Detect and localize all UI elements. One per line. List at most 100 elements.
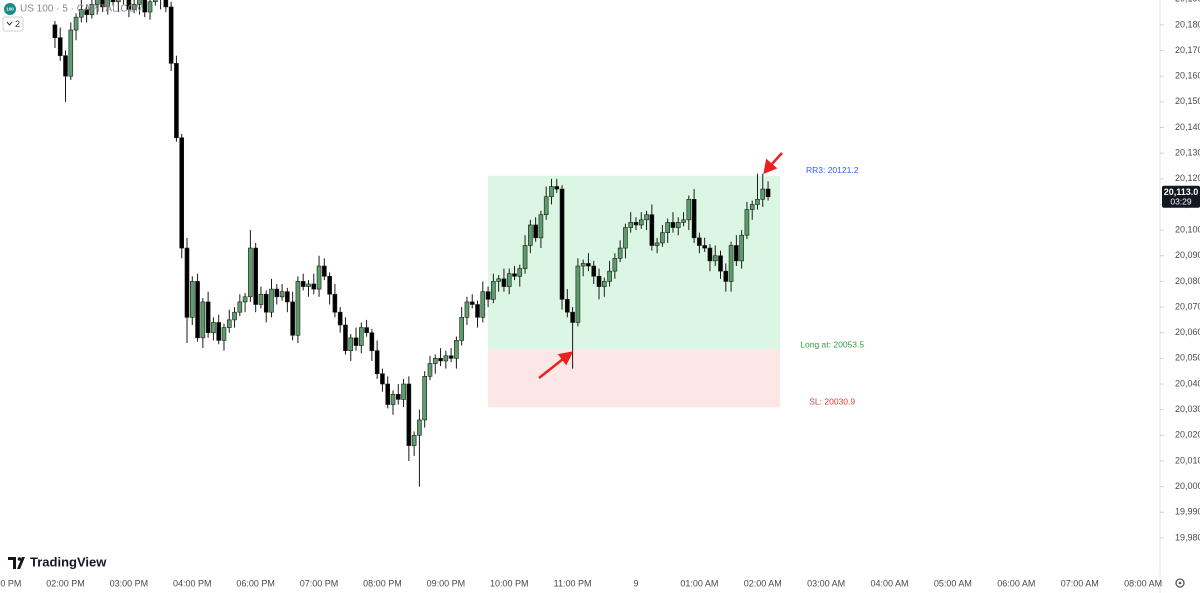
candle-body [517, 268, 523, 277]
x-tick-label: 05:00 AM [934, 578, 972, 588]
x-tick-label: 11:00 PM [554, 578, 592, 588]
x-tick-label: 08:00 PM [363, 578, 402, 588]
candle-body [57, 37, 63, 56]
candle-body [702, 245, 707, 249]
candle-body [475, 304, 480, 318]
candle-body [570, 311, 575, 323]
candle-body [184, 247, 190, 318]
candle-body [480, 291, 486, 318]
y-tick-label: 20,120.0 [1175, 173, 1200, 183]
candle-body [253, 247, 258, 305]
candle-body [295, 281, 301, 336]
y-tick-label: 20,100.0 [1175, 224, 1200, 234]
candle-body [263, 293, 269, 313]
y-tick-label: 20,180.0 [1175, 19, 1200, 29]
candle-body [501, 278, 507, 287]
symbol-icon [4, 3, 16, 15]
candle-body [285, 291, 290, 303]
candle-body [343, 324, 348, 351]
candle-body [565, 299, 570, 313]
candle-body [512, 273, 517, 277]
last-price-badge [1162, 185, 1200, 208]
candle-body [496, 278, 501, 282]
y-tick-label: 19,980.0 [1175, 532, 1200, 542]
stop-label: SL: 20030.9 [809, 397, 855, 407]
candle-body [469, 301, 475, 305]
candle-body [153, 0, 158, 3]
entry-label: Long at: 20053.5 [800, 340, 864, 350]
candle-body [596, 275, 602, 287]
brand-dot [17, 557, 22, 561]
candle-body [390, 393, 396, 405]
x-tick-label: 03:00 PM [110, 578, 149, 588]
candle-body [258, 293, 264, 305]
candle-body [189, 281, 195, 318]
candle-body [760, 188, 766, 200]
candle-body [765, 188, 771, 198]
y-tick-label: 20,140.0 [1175, 122, 1200, 132]
candle-body [432, 358, 438, 364]
candle-body [84, 9, 89, 15]
annotation-arrows [538, 152, 783, 379]
candle-body [211, 322, 216, 334]
candle-body [395, 393, 401, 400]
candle-body [591, 265, 597, 277]
candle-body [586, 263, 591, 267]
candle-body [348, 337, 354, 351]
x-tick-label: 07:00 AM [1061, 578, 1099, 588]
candle-body [712, 255, 718, 262]
y-tick-label: 20,190.0 [1175, 0, 1200, 4]
candle-body [374, 350, 380, 375]
candle-body [422, 376, 427, 421]
candle-body [580, 263, 586, 267]
candle-body [601, 281, 607, 287]
candle-body [491, 281, 496, 300]
x-tick-label: 09:00 PM [427, 578, 466, 588]
candle-body [226, 319, 232, 328]
candle-body [406, 383, 412, 446]
candle-body [691, 199, 697, 239]
candle-body [105, 0, 111, 8]
candle-body [68, 29, 74, 77]
arrow-head [557, 351, 574, 366]
y-tick-label: 20,160.0 [1175, 71, 1200, 81]
candle-body [364, 327, 369, 334]
y-tick-label: 20,010.0 [1175, 455, 1200, 465]
candle-body [174, 63, 179, 139]
candle-body [464, 301, 470, 318]
candle-body [126, 0, 132, 10]
candle-body [137, 0, 142, 5]
y-tick-label: 20,070.0 [1175, 301, 1200, 311]
settings-icon[interactable] [1175, 578, 1185, 588]
candle-body [179, 137, 185, 249]
candle-body [168, 6, 174, 64]
candle-body [147, 1, 153, 13]
y-tick-label: 20,060.0 [1175, 327, 1200, 337]
candle-body [734, 245, 739, 262]
candle-body [63, 55, 68, 77]
indicator-toggle[interactable] [2, 16, 24, 32]
candle-body [728, 245, 734, 282]
x-tick-label: 06:00 PM [236, 578, 275, 588]
candle-body [279, 291, 285, 298]
candle-body [485, 291, 491, 300]
candle-body [337, 311, 343, 326]
candle-body [369, 332, 375, 351]
candle-body [533, 224, 538, 239]
candle-body [670, 222, 676, 228]
candle-body [94, 0, 100, 5]
x-tick-label: 02:00 PM [46, 578, 85, 588]
settings-icon-center [1178, 581, 1182, 585]
candle-body [195, 281, 200, 339]
candle-body [538, 214, 544, 239]
candle-body [248, 247, 253, 298]
arrow-shaft [538, 358, 564, 379]
candle-body [755, 199, 760, 205]
y-tick-label: 19,990.0 [1175, 507, 1200, 517]
candle-body [52, 24, 58, 39]
candle-body [200, 301, 206, 339]
candle-body [617, 247, 623, 259]
symbol-title: US 100 · 5 · CAPITAL.COM [20, 4, 144, 15]
